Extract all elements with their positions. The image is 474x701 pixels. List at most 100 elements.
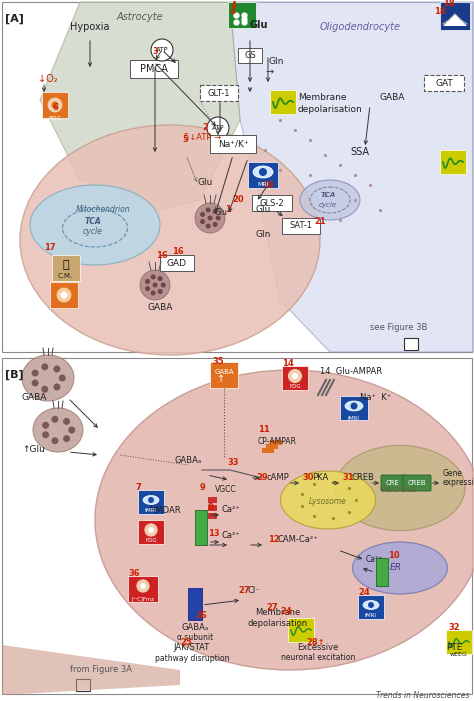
Circle shape xyxy=(207,117,229,139)
Text: 18: 18 xyxy=(443,0,455,8)
Text: wEEG: wEEG xyxy=(450,652,468,657)
Text: expression: expression xyxy=(443,478,474,487)
Text: from Figure 3A: from Figure 3A xyxy=(70,665,132,674)
Text: C.M.: C.M. xyxy=(57,273,73,279)
Text: 36: 36 xyxy=(128,569,140,578)
FancyBboxPatch shape xyxy=(130,60,178,78)
Circle shape xyxy=(145,279,150,284)
Circle shape xyxy=(195,203,225,233)
Text: GLS-2: GLS-2 xyxy=(260,198,284,207)
Text: pathway disruption: pathway disruption xyxy=(155,654,229,663)
Ellipse shape xyxy=(363,601,379,609)
FancyBboxPatch shape xyxy=(208,505,217,511)
FancyBboxPatch shape xyxy=(248,162,278,188)
FancyBboxPatch shape xyxy=(440,150,466,174)
Text: ATP: ATP xyxy=(155,47,168,53)
Circle shape xyxy=(148,527,154,533)
Text: Membrane: Membrane xyxy=(255,608,301,617)
Circle shape xyxy=(368,602,374,608)
Text: 10: 10 xyxy=(388,551,400,560)
Text: ↑: ↑ xyxy=(217,374,225,384)
Ellipse shape xyxy=(253,166,273,178)
Text: 27: 27 xyxy=(266,603,278,612)
FancyBboxPatch shape xyxy=(381,475,405,491)
Text: Trends in Neurosciences: Trends in Neurosciences xyxy=(376,691,470,700)
Text: JAK/STAT: JAK/STAT xyxy=(174,643,210,652)
FancyBboxPatch shape xyxy=(424,75,464,91)
Text: PTE: PTE xyxy=(446,643,462,652)
Text: ↑Glu: ↑Glu xyxy=(22,445,45,454)
Text: depolarisation: depolarisation xyxy=(298,105,363,114)
Text: 27: 27 xyxy=(238,586,250,595)
Ellipse shape xyxy=(300,180,360,220)
Circle shape xyxy=(350,402,357,409)
Circle shape xyxy=(51,416,58,423)
Text: 13: 13 xyxy=(208,529,219,538)
Text: Gln: Gln xyxy=(269,57,284,66)
Text: fMRI: fMRI xyxy=(365,613,377,618)
Text: 7: 7 xyxy=(136,483,142,492)
Text: CP-AMPAR: CP-AMPAR xyxy=(258,437,297,446)
Text: cycle: cycle xyxy=(319,202,337,208)
Text: fMRI: fMRI xyxy=(145,508,157,513)
Text: Glu: Glu xyxy=(215,208,228,217)
Text: 2: 2 xyxy=(202,123,208,132)
Text: neuronal excitation: neuronal excitation xyxy=(281,653,355,662)
Text: Cl⁻: Cl⁻ xyxy=(248,586,261,595)
Text: GABAₐ: GABAₐ xyxy=(182,623,209,632)
Text: 28↑: 28↑ xyxy=(306,638,325,647)
Circle shape xyxy=(140,270,170,300)
Text: [¹⁴C]Fmz: [¹⁴C]Fmz xyxy=(131,596,155,601)
Text: FDG: FDG xyxy=(289,384,301,389)
Text: 32: 32 xyxy=(448,623,460,632)
Circle shape xyxy=(213,222,218,227)
Text: 25: 25 xyxy=(180,638,192,647)
Text: 8: 8 xyxy=(208,503,214,512)
Text: GLT-1: GLT-1 xyxy=(208,88,230,97)
Text: depolarisation: depolarisation xyxy=(248,619,308,628)
Ellipse shape xyxy=(335,446,465,531)
Text: 9: 9 xyxy=(200,483,206,492)
FancyBboxPatch shape xyxy=(270,90,296,114)
Text: GABA: GABA xyxy=(22,393,47,402)
FancyBboxPatch shape xyxy=(403,475,431,491)
FancyBboxPatch shape xyxy=(262,448,274,453)
Ellipse shape xyxy=(353,542,447,594)
Text: GAT: GAT xyxy=(435,79,453,88)
Circle shape xyxy=(68,426,75,433)
FancyBboxPatch shape xyxy=(2,2,472,352)
FancyBboxPatch shape xyxy=(340,396,368,420)
Text: 30: 30 xyxy=(302,473,313,482)
FancyBboxPatch shape xyxy=(440,2,470,30)
Text: GABA: GABA xyxy=(214,369,234,375)
Text: FDG: FDG xyxy=(48,116,62,121)
Text: Gln: Gln xyxy=(256,230,272,239)
FancyBboxPatch shape xyxy=(282,218,320,234)
Text: PMCA: PMCA xyxy=(140,64,168,74)
Text: VGCC: VGCC xyxy=(215,485,237,494)
Circle shape xyxy=(54,383,60,390)
Circle shape xyxy=(54,365,60,372)
Text: 16: 16 xyxy=(172,247,184,257)
Circle shape xyxy=(63,418,70,425)
Text: Na⁺/K⁺: Na⁺/K⁺ xyxy=(218,139,248,149)
FancyBboxPatch shape xyxy=(288,618,314,642)
Text: Oligodendrocyte: Oligodendrocyte xyxy=(319,22,401,32)
Text: 20: 20 xyxy=(232,196,244,205)
Text: 4: 4 xyxy=(230,8,236,17)
Circle shape xyxy=(161,283,166,287)
Circle shape xyxy=(32,379,38,386)
Text: PKA: PKA xyxy=(312,473,328,482)
Text: 1: 1 xyxy=(225,205,231,215)
Circle shape xyxy=(216,215,221,221)
FancyBboxPatch shape xyxy=(210,135,256,153)
FancyBboxPatch shape xyxy=(266,444,278,449)
Text: GABAₐ: GABAₐ xyxy=(174,456,201,465)
Text: Mitochondrion: Mitochondrion xyxy=(76,205,131,214)
Text: Hypoxia: Hypoxia xyxy=(70,22,110,32)
Text: [A]: [A] xyxy=(5,14,24,25)
Text: →: → xyxy=(266,67,274,77)
Circle shape xyxy=(148,497,154,503)
FancyBboxPatch shape xyxy=(404,338,418,350)
Text: Glu: Glu xyxy=(256,205,272,214)
